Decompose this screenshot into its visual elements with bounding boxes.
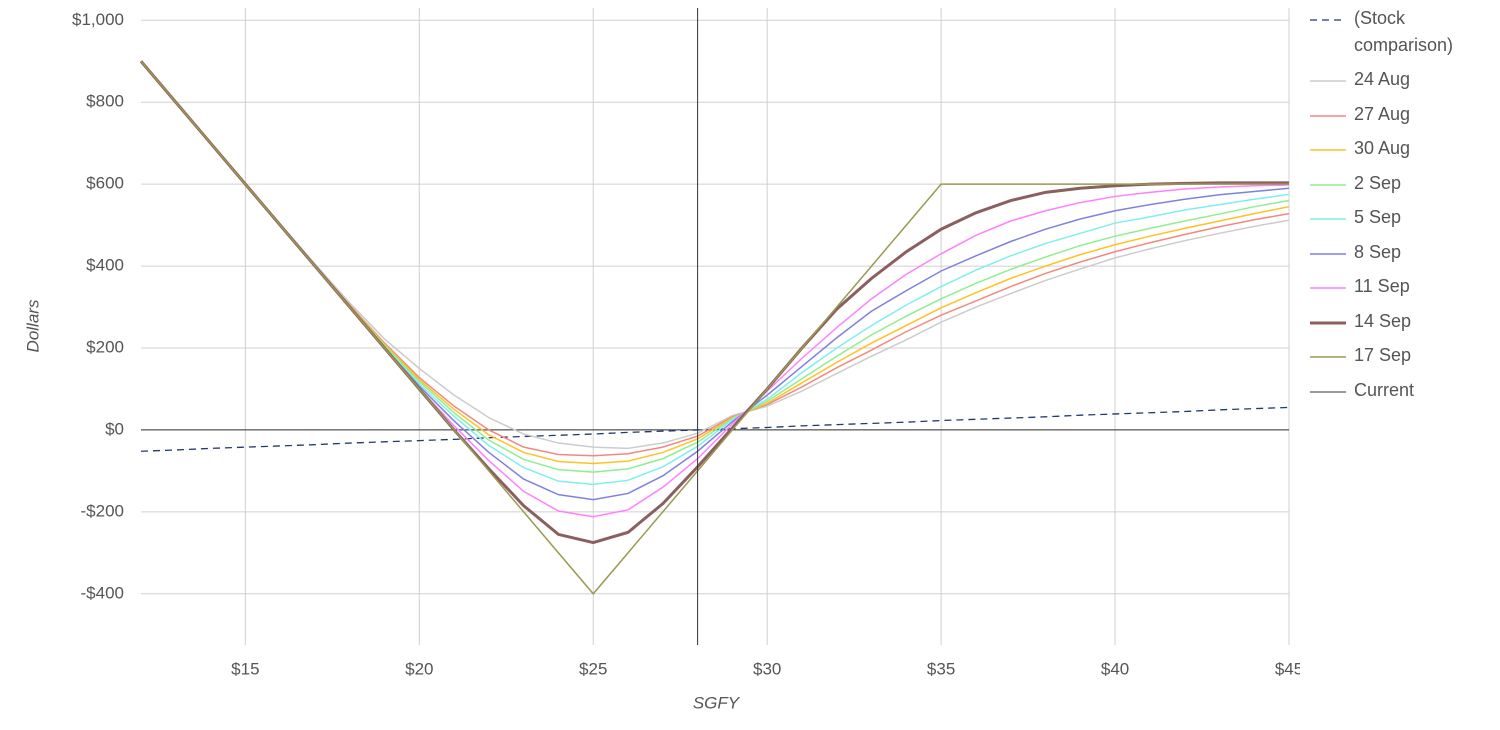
x-tick-label: $25	[579, 659, 607, 678]
y-tick-label: $0	[105, 419, 124, 438]
legend-swatch	[1310, 391, 1346, 392]
x-tick-label: $15	[231, 659, 259, 678]
legend-label: 30 Aug	[1354, 138, 1411, 158]
y-tick-label: -$200	[81, 501, 124, 520]
legend-swatch	[1310, 356, 1346, 358]
y-tick-label: $600	[86, 174, 124, 193]
chart: Dollars SGFY -$400 -$200 $0 $200 $400 $600 $80…	[23, 8, 1300, 712]
legend-label: 17 Sep	[1354, 345, 1412, 365]
legend-label: 5 Sep	[1354, 207, 1402, 227]
series-line	[140, 60, 1289, 595]
legend-item: 11 Sep	[1310, 273, 1489, 300]
legend-swatch	[1310, 149, 1346, 151]
legend-label: Current	[1354, 379, 1415, 400]
legend-swatch	[1310, 252, 1346, 255]
x-axis-title: SGFY	[693, 693, 741, 712]
legend-item: (Stock comparison)	[1310, 5, 1489, 59]
legend-label: 11 Sep	[1354, 276, 1410, 296]
legend-label: 27 Aug	[1354, 103, 1411, 124]
legend-label: 14 Sep	[1354, 310, 1412, 331]
legend-swatch	[1310, 218, 1346, 220]
legend-swatch	[1310, 183, 1346, 186]
legend-label: 2 Sep	[1354, 172, 1402, 193]
y-tick-label: $400	[86, 256, 124, 275]
x-tick-label: $30	[753, 659, 781, 678]
legend-swatch	[1310, 19, 1346, 21]
y-tick-label: $1,000	[72, 10, 124, 29]
legend-swatch	[1310, 80, 1346, 82]
legend-swatch	[1310, 114, 1346, 117]
series-line	[140, 60, 1290, 473]
legend-swatch	[1310, 321, 1346, 324]
legend-item: Current	[1310, 377, 1489, 404]
legend-item: 8 Sep	[1310, 239, 1489, 266]
legend-item: 17 Sep	[1310, 342, 1489, 369]
y-tick-label: -$400	[81, 583, 124, 602]
series-line	[139, 60, 1289, 545]
legend-item: 24 Aug	[1310, 66, 1489, 93]
legend-item: 2 Sep	[1310, 170, 1489, 197]
legend-item: 30 Aug	[1310, 135, 1489, 162]
legend-item: 27 Aug	[1310, 101, 1489, 128]
legend-label: 8 Sep	[1354, 241, 1402, 262]
legend-item: 14 Sep	[1310, 308, 1489, 335]
x-tick-label: $45	[1275, 659, 1300, 678]
x-tick-label: $20	[405, 659, 433, 678]
x-tick-label: $40	[1101, 659, 1129, 678]
legend-item: 5 Sep	[1310, 204, 1489, 231]
y-axis-title: Dollars	[23, 299, 42, 352]
series-line	[140, 60, 1290, 486]
series-line	[140, 60, 1290, 457]
legend-label: (Stock comparison)	[1354, 8, 1454, 55]
x-tick-label: $35	[927, 659, 955, 678]
legend-swatch	[1310, 287, 1346, 289]
legend: (Stock comparison) 24 Aug 27 Aug 30 Aug 2 Se…	[1310, 0, 1500, 420]
y-tick-label: $800	[86, 92, 124, 111]
series-line	[140, 60, 1290, 450]
y-tick-label: $200	[86, 337, 124, 356]
series-line	[140, 406, 1290, 452]
legend-label: 24 Aug	[1354, 69, 1411, 89]
